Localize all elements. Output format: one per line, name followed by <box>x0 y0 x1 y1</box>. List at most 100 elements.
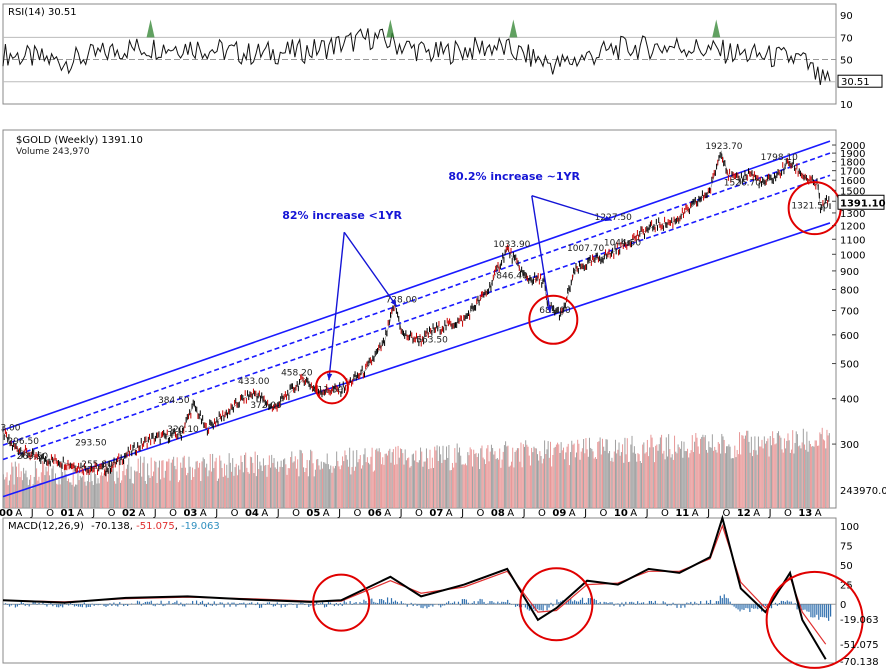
volume-bar <box>460 455 462 508</box>
volume-bar <box>364 448 366 508</box>
volume-bar <box>372 471 374 508</box>
macd-histogram-bar <box>321 602 324 605</box>
macd-histogram-bar <box>329 602 332 605</box>
volume-bar <box>577 439 579 508</box>
volume-bar <box>12 466 14 508</box>
macd-histogram-bar <box>97 604 99 606</box>
volume-bar <box>804 444 806 508</box>
volume-bar <box>381 464 383 508</box>
macd-histogram-bar <box>197 604 200 606</box>
volume-bar <box>155 461 157 508</box>
price-point-label: 433.00 <box>238 377 270 387</box>
volume-bar <box>220 460 222 508</box>
volume-bar <box>205 467 207 508</box>
macd-histogram-bar <box>509 602 511 605</box>
volume-bar <box>304 472 306 508</box>
volume-bar <box>50 481 52 508</box>
volume-bar <box>462 464 464 508</box>
volume-bar <box>676 453 678 508</box>
volume-bar <box>472 466 474 508</box>
volume-bar <box>662 453 664 508</box>
macd-histogram-bar <box>536 604 538 610</box>
volume-bar <box>339 469 341 508</box>
volume-bar <box>688 457 690 508</box>
volume-bar <box>13 484 15 508</box>
volume-bar <box>586 449 588 508</box>
macd-histogram-bar <box>503 601 505 605</box>
volume-bar <box>520 442 522 508</box>
macd-histogram-bar <box>733 604 735 607</box>
volume-bar <box>559 452 561 508</box>
macd-histogram-bar <box>648 600 651 605</box>
macd-histogram-bar <box>144 601 146 605</box>
macd-histogram-bar <box>158 604 160 605</box>
volume-bar <box>450 470 452 508</box>
volume-bar <box>119 482 121 508</box>
price-point-label: 681.00 <box>539 306 571 316</box>
volume-bar <box>150 457 152 508</box>
volume-bar <box>579 459 581 508</box>
volume-bar <box>331 472 333 508</box>
volume-bar <box>451 462 453 508</box>
volume-bar <box>236 475 238 508</box>
volume-bar <box>507 445 509 508</box>
channel-line-2 <box>2 174 831 461</box>
volume-bar <box>805 449 807 508</box>
macd-histogram-bar <box>345 602 347 605</box>
volume-bar <box>561 450 563 508</box>
volume-bar <box>327 464 329 508</box>
volume-bar <box>102 475 104 508</box>
rsi-overbought-fill-3 <box>712 19 721 38</box>
macd-histogram-bar <box>830 604 832 617</box>
volume-bar <box>192 467 194 508</box>
volume-bar <box>629 461 631 508</box>
macd-histogram-bar <box>42 601 44 605</box>
macd-histogram-bar <box>451 602 454 605</box>
macd-histogram-bar <box>621 602 623 605</box>
volume-bar <box>765 443 767 508</box>
macd-histogram-bar <box>617 603 619 605</box>
macd-histogram-bar <box>542 604 544 611</box>
volume-bar <box>423 461 425 508</box>
volume-bar <box>73 486 75 508</box>
volume-bar <box>612 461 614 508</box>
volume-bar <box>382 457 384 508</box>
volume-bar <box>572 444 574 508</box>
rsi-ytick-50: 50 <box>840 56 853 67</box>
volume-bar <box>772 431 774 508</box>
volume-bar <box>171 459 173 508</box>
volume-bar <box>240 455 242 508</box>
macd-histogram-bar <box>117 604 119 607</box>
volume-bar <box>117 477 119 508</box>
volume-bar <box>308 460 310 508</box>
volume-bar <box>260 465 262 508</box>
volume-bar <box>209 454 211 508</box>
volume-bar <box>253 473 255 508</box>
volume-header: Volume 243,970 <box>16 147 90 157</box>
volume-bar <box>789 452 791 508</box>
volume-bar <box>812 445 814 508</box>
volume-bar <box>378 448 380 508</box>
macd-histogram-bar <box>818 604 820 620</box>
volume-bar <box>92 484 94 508</box>
macd-histogram-bar <box>548 604 550 608</box>
volume-bar <box>129 478 131 508</box>
macd-histogram-bar <box>223 604 225 608</box>
xtick-month: J <box>399 508 403 519</box>
macd-histogram-bar <box>136 600 139 605</box>
volume-bar <box>571 440 573 508</box>
volume-bar <box>321 468 323 508</box>
volume-bar <box>318 465 320 508</box>
volume-bar <box>547 441 549 508</box>
macd-histogram-bar <box>32 601 34 605</box>
macd-histogram-bar <box>75 604 78 606</box>
volume-bar <box>705 449 707 508</box>
macd-histogram-bar <box>438 604 440 606</box>
volume-bar <box>233 475 235 508</box>
volume-bar <box>679 448 681 508</box>
macd-histogram-bar <box>79 604 81 607</box>
volume-bar <box>722 436 724 508</box>
volume-bar <box>212 453 214 508</box>
macd-histogram-bar <box>605 602 607 605</box>
macd-histogram-bar <box>268 602 271 605</box>
